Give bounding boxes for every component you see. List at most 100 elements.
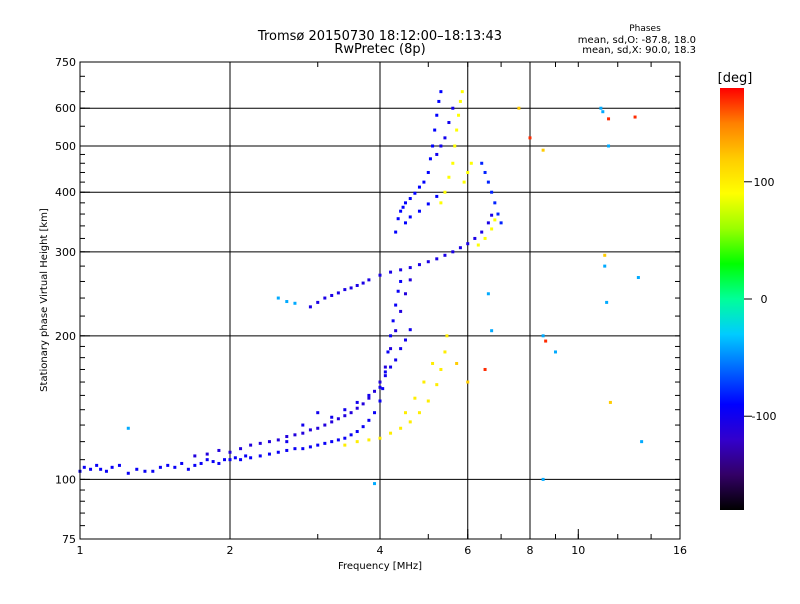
data-point xyxy=(439,90,443,94)
data-point xyxy=(426,260,430,264)
data-point xyxy=(143,469,147,473)
data-point xyxy=(603,264,607,268)
data-point xyxy=(330,415,334,419)
data-point xyxy=(435,257,439,261)
data-point xyxy=(205,458,209,462)
data-point xyxy=(308,445,312,449)
data-point xyxy=(403,411,407,415)
data-point xyxy=(383,370,387,374)
data-point xyxy=(490,329,494,333)
data-point xyxy=(386,350,390,354)
data-point xyxy=(455,128,459,132)
data-point xyxy=(367,396,371,400)
data-point xyxy=(483,170,487,174)
data-point xyxy=(431,361,435,365)
data-point xyxy=(605,300,609,304)
data-point xyxy=(126,471,130,475)
data-point xyxy=(408,266,412,270)
data-point xyxy=(439,201,443,205)
data-point xyxy=(389,270,393,274)
data-point xyxy=(217,461,221,465)
data-point xyxy=(408,278,412,282)
data-point xyxy=(323,423,327,427)
x-tick-label: 6 xyxy=(464,544,471,557)
data-point xyxy=(301,447,305,451)
data-point xyxy=(110,465,114,469)
data-point xyxy=(413,396,417,400)
data-point xyxy=(99,467,103,471)
axes: 1 2 4 6 8 10 16 75 100 200 300 400 500 600 750 xyxy=(55,56,687,557)
data-point xyxy=(417,411,421,415)
data-point xyxy=(490,227,494,231)
data-point xyxy=(541,148,545,152)
data-point xyxy=(383,374,387,378)
data-point xyxy=(466,380,470,384)
data-point xyxy=(381,387,385,391)
y-axis-label: Stationary phase Virtual Height [km] xyxy=(39,208,50,392)
data-point xyxy=(355,283,359,287)
data-point xyxy=(443,253,447,257)
data-point xyxy=(486,292,490,296)
data-point xyxy=(267,440,271,444)
data-point xyxy=(228,458,232,462)
data-point xyxy=(451,106,455,110)
data-point xyxy=(541,334,545,338)
data-point xyxy=(104,469,108,473)
data-point xyxy=(466,242,470,246)
data-point xyxy=(607,117,611,121)
data-point xyxy=(276,450,280,454)
data-point xyxy=(426,399,430,403)
data-point xyxy=(389,365,393,369)
data-point xyxy=(389,334,393,338)
data-point xyxy=(399,279,403,283)
x-tick-label: 4 xyxy=(377,544,384,557)
data-point xyxy=(433,128,437,132)
data-point xyxy=(399,209,403,213)
data-point xyxy=(399,268,403,272)
data-point xyxy=(293,433,297,437)
data-point xyxy=(462,180,466,184)
data-point xyxy=(499,221,503,225)
chart-title: Tromsø 20150730 18:12:00–18:13:43 xyxy=(257,29,502,44)
data-point xyxy=(285,440,289,444)
data-point xyxy=(378,385,382,389)
data-point xyxy=(355,440,359,444)
data-point xyxy=(490,213,494,217)
data-point xyxy=(394,358,398,362)
data-point xyxy=(435,113,439,117)
data-point xyxy=(469,161,473,165)
data-point xyxy=(480,230,484,234)
data-point xyxy=(330,440,334,444)
data-point xyxy=(249,456,253,460)
data-point xyxy=(285,435,289,439)
data-point xyxy=(383,365,387,369)
data-point xyxy=(367,418,371,422)
legend-line-o: mean, sd,O: -87.8, 18.0 xyxy=(578,35,696,46)
data-point xyxy=(233,456,237,460)
data-point xyxy=(460,90,464,94)
data-point xyxy=(455,361,459,365)
data-point xyxy=(399,309,403,313)
data-point xyxy=(239,458,243,462)
data-point xyxy=(343,288,347,292)
data-point xyxy=(426,202,430,206)
data-point xyxy=(447,175,451,179)
data-point xyxy=(603,253,607,257)
data-point xyxy=(117,463,121,467)
data-point xyxy=(473,236,477,240)
data-point xyxy=(199,461,203,465)
data-point xyxy=(330,420,334,424)
colorbar-tick-label: 100 xyxy=(754,176,775,189)
y-tick-label: 500 xyxy=(55,140,76,153)
data-point xyxy=(413,191,417,195)
data-point xyxy=(193,463,197,467)
data-point xyxy=(180,461,184,465)
colorbar-label: [deg] xyxy=(718,71,753,86)
data-point xyxy=(443,350,447,354)
data-point xyxy=(493,218,497,222)
data-point xyxy=(396,217,400,221)
data-point xyxy=(239,447,243,451)
data-point xyxy=(228,450,232,454)
data-point xyxy=(373,482,377,486)
